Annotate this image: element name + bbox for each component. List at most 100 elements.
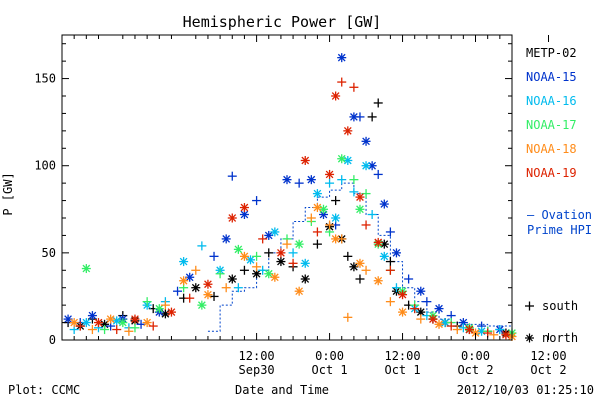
data-point-noaa-18 bbox=[106, 314, 116, 324]
data-point-noaa-18 bbox=[361, 265, 371, 275]
data-point-noaa-18 bbox=[69, 318, 79, 328]
legend-entry: NOAA-19 bbox=[526, 166, 577, 180]
data-point-noaa-19 bbox=[355, 192, 365, 202]
data-point-metp-02 bbox=[264, 248, 274, 258]
data-point-noaa-18 bbox=[191, 265, 201, 275]
data-point-noaa-18 bbox=[355, 258, 365, 268]
data-point-noaa-19 bbox=[501, 330, 511, 340]
x-tick-time: 12:00 bbox=[239, 349, 275, 363]
data-point-noaa-15 bbox=[239, 210, 249, 220]
data-point-noaa-16 bbox=[495, 325, 505, 335]
data-point-noaa-18 bbox=[489, 330, 499, 340]
data-point-noaa-18 bbox=[343, 312, 353, 322]
data-point-noaa-19 bbox=[258, 234, 268, 244]
legend-ovation-line2: Prime HPI bbox=[527, 223, 592, 237]
data-point-noaa-19 bbox=[112, 325, 122, 335]
data-point-noaa-18 bbox=[203, 290, 213, 300]
data-point-noaa-15 bbox=[385, 227, 395, 237]
data-point-noaa-19 bbox=[166, 307, 176, 317]
data-point-noaa-19 bbox=[385, 265, 395, 275]
data-point-noaa-16 bbox=[379, 251, 389, 261]
data-point-noaa-16 bbox=[270, 227, 280, 237]
data-point-metp-02 bbox=[343, 251, 353, 261]
x-axis-title: Date and Time bbox=[235, 383, 329, 397]
data-point-noaa-16 bbox=[233, 283, 243, 293]
data-point-noaa-15 bbox=[173, 286, 183, 296]
data-point-noaa-18 bbox=[160, 300, 170, 310]
chart-title: Hemispheric Power [GW] bbox=[183, 13, 382, 31]
data-point-noaa-15 bbox=[294, 178, 304, 188]
data-point-noaa-17 bbox=[118, 318, 128, 328]
data-point-noaa-19 bbox=[464, 325, 474, 335]
data-point-noaa-15 bbox=[373, 169, 383, 179]
y-tick-label: 0 bbox=[49, 333, 56, 347]
data-point-noaa-16 bbox=[81, 318, 91, 328]
y-tick-label: 150 bbox=[34, 72, 56, 86]
data-point-noaa-18 bbox=[452, 325, 462, 335]
data-point-metp-02 bbox=[355, 274, 365, 284]
legend: METP-02 NOAA-15 NOAA-16 NOAA-17 NOAA-18 NOAA-… bbox=[525, 46, 592, 345]
data-point-noaa-18 bbox=[337, 234, 347, 244]
data-point-metp-02 bbox=[227, 274, 237, 284]
data-point-noaa-18 bbox=[179, 276, 189, 286]
data-point-noaa-19 bbox=[410, 304, 420, 314]
data-point-noaa-19 bbox=[349, 82, 359, 92]
data-point-noaa-19 bbox=[337, 77, 347, 87]
data-point-noaa-18 bbox=[325, 220, 335, 230]
data-point-noaa-19 bbox=[446, 321, 456, 331]
data-point-metp-02 bbox=[331, 196, 341, 206]
data-point-metp-02 bbox=[300, 274, 310, 284]
data-point-noaa-18 bbox=[294, 286, 304, 296]
data-point-noaa-19 bbox=[130, 314, 140, 324]
data-point-noaa-15 bbox=[422, 297, 432, 307]
x-tick-date: Sep30 bbox=[239, 363, 275, 377]
data-point-noaa-17 bbox=[349, 175, 359, 185]
data-point-noaa-16 bbox=[361, 161, 371, 171]
data-point-noaa-17 bbox=[197, 300, 207, 310]
data-point-noaa-19 bbox=[148, 321, 158, 331]
data-point-noaa-17 bbox=[130, 323, 140, 333]
data-point-noaa-15 bbox=[434, 304, 444, 314]
legend-entry: NOAA-15 bbox=[526, 70, 577, 84]
data-point-metp-02 bbox=[191, 283, 201, 293]
data-point-noaa-19 bbox=[312, 227, 322, 237]
data-point-noaa-19 bbox=[300, 155, 310, 165]
plot-frame bbox=[61, 34, 513, 341]
data-point-noaa-19 bbox=[343, 126, 353, 136]
data-point-noaa-19 bbox=[75, 321, 85, 331]
data-point-noaa-19 bbox=[398, 290, 408, 300]
data-point-noaa-17 bbox=[233, 244, 243, 254]
data-point-metp-02 bbox=[373, 98, 383, 108]
data-point-noaa-19 bbox=[93, 318, 103, 328]
data-point-noaa-15 bbox=[227, 171, 237, 181]
legend-south-symbol bbox=[525, 301, 534, 311]
data-point-noaa-16 bbox=[367, 210, 377, 220]
data-point-noaa-18 bbox=[142, 318, 152, 328]
data-point-noaa-15 bbox=[337, 53, 347, 63]
data-point-noaa-18 bbox=[385, 297, 395, 307]
data-point-noaa-15 bbox=[416, 286, 426, 296]
x-tick-time: 0:00 bbox=[461, 349, 490, 363]
data-point-noaa-16 bbox=[288, 248, 298, 258]
data-point-noaa-18 bbox=[252, 262, 262, 272]
data-point-noaa-17 bbox=[318, 204, 328, 214]
data-point-noaa-18 bbox=[373, 276, 383, 286]
x-tick-time: 12:00 bbox=[384, 349, 420, 363]
data-point-noaa-16 bbox=[325, 178, 335, 188]
data-point-metp-02 bbox=[239, 265, 249, 275]
data-point-noaa-16 bbox=[197, 241, 207, 251]
data-point-noaa-18 bbox=[270, 272, 280, 282]
data-point-noaa-15 bbox=[361, 136, 371, 146]
data-point-noaa-17 bbox=[294, 239, 304, 249]
x-tick-date: Oct 1 bbox=[312, 363, 348, 377]
data-point-noaa-15 bbox=[221, 234, 231, 244]
y-tick-label: 100 bbox=[34, 159, 56, 173]
data-point-noaa-18 bbox=[124, 326, 134, 336]
data-point-noaa-16 bbox=[343, 155, 353, 165]
x-tick-time: 0:00 bbox=[315, 349, 344, 363]
data-point-noaa-19 bbox=[361, 220, 371, 230]
data-point-noaa-15 bbox=[355, 112, 365, 122]
data-point-noaa-18 bbox=[306, 213, 316, 223]
